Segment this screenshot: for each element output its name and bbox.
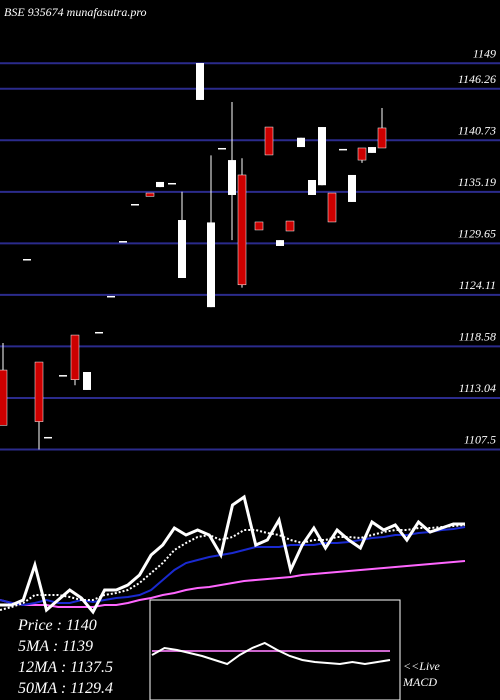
y-tick-label: 1149	[473, 46, 496, 60]
candle-body	[285, 220, 295, 232]
candle-body	[178, 220, 186, 278]
macd-label: MACD	[402, 675, 437, 689]
y-tick-label: 1107.5	[464, 433, 496, 447]
candle-body	[276, 240, 284, 246]
legend-label: Price : 1140	[17, 617, 97, 634]
candle-body	[70, 334, 80, 380]
candle-body	[368, 147, 376, 153]
candle-body	[196, 63, 204, 100]
candle-body	[107, 295, 115, 298]
candle-body	[357, 147, 367, 161]
candle-body	[348, 174, 356, 202]
candle-body	[44, 436, 52, 439]
candle-body	[297, 137, 305, 148]
candle-body	[168, 182, 176, 185]
candle-body	[377, 127, 387, 149]
candle-body	[218, 147, 226, 150]
y-tick-label: 1124.11	[459, 278, 496, 292]
y-tick-label: 1118.58	[459, 329, 496, 343]
candle-body	[59, 375, 67, 377]
series-line	[0, 526, 466, 607]
candle-body	[308, 179, 316, 195]
candle-body	[34, 361, 44, 422]
y-tick-label: 1135.19	[458, 175, 496, 189]
series-line	[0, 494, 465, 615]
series-line	[0, 524, 466, 611]
y-tick-label: 1146.26	[458, 72, 496, 86]
macd-box	[149, 599, 401, 700]
series-line	[151, 641, 391, 666]
candle-body	[156, 181, 164, 188]
candle-body	[145, 192, 155, 197]
y-tick-label: 1140.73	[458, 123, 496, 137]
y-tick-label: 1129.65	[458, 226, 496, 240]
y-tick-label: 1113.04	[459, 381, 496, 395]
series-line	[0, 560, 466, 608]
candle-body	[95, 331, 103, 334]
macd-label: <<Live	[403, 659, 441, 673]
legend-label: 5MA : 1139	[18, 638, 93, 655]
candle-body	[23, 259, 31, 261]
candle-body	[131, 204, 139, 206]
candle-body	[228, 160, 236, 195]
candle-body	[83, 371, 91, 390]
candle-body	[264, 126, 274, 156]
chart-title: BSE 935674 munafasutra.pro	[4, 5, 147, 19]
candle-body	[0, 369, 8, 426]
candle-body	[254, 221, 264, 231]
candle-body	[318, 127, 326, 186]
candle-body	[119, 241, 127, 243]
candle-body	[207, 222, 215, 308]
candle-body	[237, 174, 247, 286]
legend-label: 50MA : 1129.4	[18, 680, 113, 697]
legend-label: 12MA : 1137.5	[18, 659, 113, 676]
candle-body	[339, 148, 347, 151]
candle-body	[327, 192, 337, 223]
